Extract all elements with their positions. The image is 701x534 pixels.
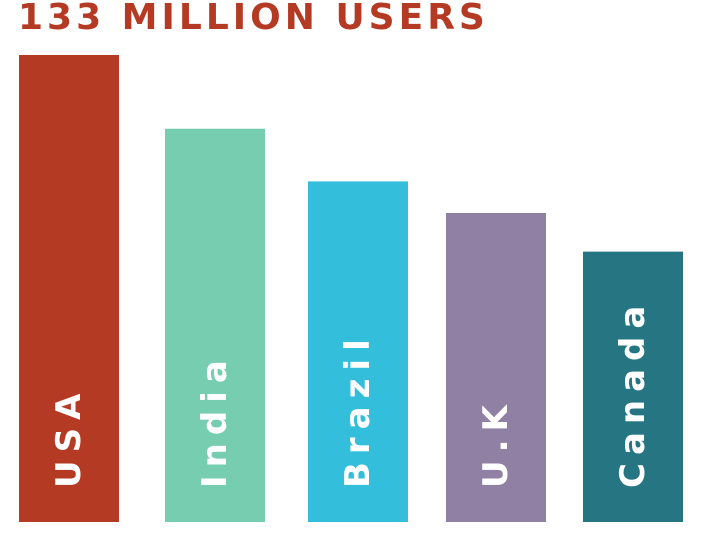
bar-label-india: India: [195, 352, 235, 488]
chart-title: 133 MILLION USERS: [18, 0, 489, 38]
bar-label-brazil: Brazil: [338, 331, 378, 488]
bar-brazil: [308, 181, 408, 523]
bar-canada: [583, 251, 683, 522]
bar-usa: [19, 55, 119, 522]
bar-label-usa: USA: [49, 386, 89, 488]
bar-label-canada: Canada: [613, 298, 653, 488]
bar-label-uk: U.K: [476, 397, 516, 488]
bar-india: [165, 128, 265, 522]
bar-uk: [446, 213, 546, 523]
